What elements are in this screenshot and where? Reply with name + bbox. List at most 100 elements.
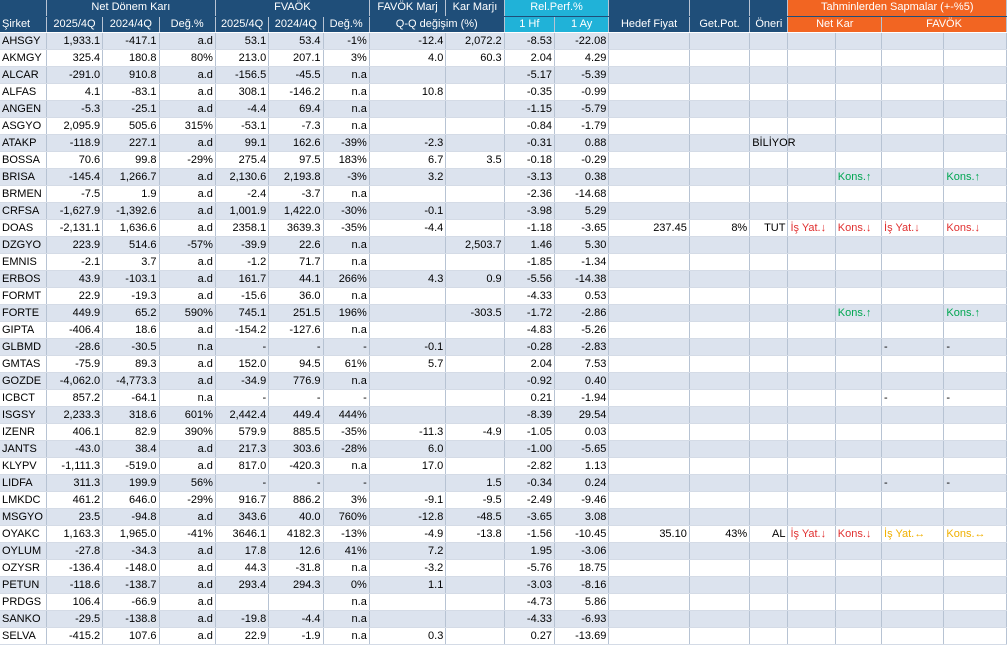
cell-sap-favok-1: İş Yat.↓ (881, 219, 945, 237)
cell-net-2024: 1,636.6 (102, 219, 160, 237)
cell-sirket: ASGYO (0, 117, 47, 135)
cell-net-2025: -2,131.1 (46, 219, 104, 237)
cell-sap-favok-2 (943, 117, 1007, 135)
cell-sirket: BRISA (0, 168, 47, 186)
cell-kar-marji (445, 372, 505, 390)
cell-hedef-fiyat (608, 491, 690, 509)
cell-sap-favok-2 (943, 100, 1007, 118)
cell-get-pot (689, 287, 751, 305)
table-row: GLBMD -28.6 -30.5 n.a - - - -0.1 -0.28 -2.83- - (0, 338, 1007, 356)
cell-sap-net-1 (787, 610, 836, 628)
cell-favok-marj (369, 593, 447, 611)
cell-favok-2025: 213.0 (215, 49, 270, 67)
cell-sap-favok-1: İş Yat.↔ (881, 525, 945, 543)
cell-net-deg: -57% (159, 236, 216, 254)
cell-sap-net-1: İş Yat.↓ (787, 219, 836, 237)
cell-favok-marj (369, 389, 447, 407)
cell-relperf-1ay: -9.46 (554, 491, 610, 509)
cell-oneri (749, 117, 789, 135)
table-row: DOAS -2,131.1 1,636.6 a.d 2358.1 3639.3 -35% -4… (0, 219, 1007, 237)
cell-relperf-1hf: 1.95 (504, 542, 555, 560)
cell-sap-favok-1 (881, 287, 945, 305)
cell-sap-favok-1 (881, 100, 945, 118)
cell-favok-2024: -7.3 (268, 117, 324, 135)
cell-sap-net-1 (787, 542, 836, 560)
cell-favok-2024: 294.3 (268, 576, 324, 594)
cell-kar-marji (445, 100, 505, 118)
cell-get-pot (689, 253, 751, 271)
cell-kar-marji (445, 627, 505, 645)
cell-favok-deg: -13% (323, 525, 370, 543)
cell-relperf-1ay: -3.65 (554, 219, 610, 237)
cell-oneri (749, 372, 789, 390)
cell-sap-net-1 (787, 236, 836, 254)
cell-relperf-1hf: 1.46 (504, 236, 555, 254)
cell-sirket: PETUN (0, 576, 47, 594)
cell-sap-favok-1 (881, 491, 945, 509)
cell-favok-2024: 44.1 (268, 270, 324, 288)
cell-kar-marji: 2,503.7 (445, 236, 505, 254)
cell-hedef-fiyat (608, 253, 690, 271)
header-favok-2025: 2025/4Q (215, 16, 270, 33)
cell-relperf-1hf: -0.35 (504, 83, 555, 101)
cell-net-2025: -118.9 (46, 134, 104, 152)
cell-sap-net-2 (835, 117, 883, 135)
cell-get-pot (689, 117, 751, 135)
cell-favok-2024: 251.5 (268, 304, 324, 322)
cell-kar-marji (445, 559, 505, 577)
cell-relperf-1ay: -10.45 (554, 525, 610, 543)
cell-sirket: ERBOS (0, 270, 47, 288)
cell-net-2025: -136.4 (46, 559, 104, 577)
cell-kar-marji (445, 117, 505, 135)
cell-sap-favok-1 (881, 49, 945, 67)
cell-sap-favok-2 (943, 49, 1007, 67)
cell-get-pot (689, 406, 751, 424)
cell-sap-favok-2 (943, 321, 1007, 339)
cell-net-2025: 23.5 (46, 508, 104, 526)
cell-net-2025: -4,062.0 (46, 372, 104, 390)
cell-sap-favok-1 (881, 406, 945, 424)
cell-net-2025: 43.9 (46, 270, 104, 288)
cell-sirket: SANKO (0, 610, 47, 628)
cell-sap-favok-1 (881, 185, 945, 203)
cell-net-2025: 1,163.3 (46, 525, 104, 543)
cell-net-2024: 38.4 (102, 440, 160, 458)
cell-hedef-fiyat (608, 168, 690, 186)
cell-net-2024: -30.5 (102, 338, 160, 356)
cell-favok-deg: - (323, 389, 370, 407)
cell-kar-marji: -4.9 (445, 423, 505, 441)
cell-relperf-1hf: 2.04 (504, 355, 555, 373)
cell-sirket: EMNIS (0, 253, 47, 271)
cell-sirket: ICBCT (0, 389, 47, 407)
cell-favok-2024: 53.4 (268, 32, 324, 50)
cell-sap-net-1: İş Yat.↓ (787, 525, 836, 543)
cell-sap-net-2 (835, 151, 883, 169)
cell-hedef-fiyat (608, 321, 690, 339)
cell-favok-2025: 275.4 (215, 151, 270, 169)
cell-relperf-1hf: -1.72 (504, 304, 555, 322)
cell-net-deg: a.d (159, 168, 216, 186)
cell-net-deg: -29% (159, 151, 216, 169)
cell-sap-favok-1: - (881, 338, 945, 356)
cell-oneri (749, 389, 789, 407)
cell-net-2024: 199.9 (102, 474, 160, 492)
cell-favok-deg: -28% (323, 440, 370, 458)
cell-sap-favok-1 (881, 151, 945, 169)
cell-sap-net-2 (835, 270, 883, 288)
cell-net-2024: -94.8 (102, 508, 160, 526)
cell-get-pot (689, 321, 751, 339)
cell-favok-2025: -1.2 (215, 253, 270, 271)
cell-favok-2024: 2,193.8 (268, 168, 324, 186)
cell-relperf-1hf: -5.76 (504, 559, 555, 577)
header-net-deg: Değ.% (159, 16, 216, 33)
cell-favok-marj: 0.3 (369, 627, 447, 645)
cell-sap-favok-2 (943, 576, 1007, 594)
cell-sap-net-2 (835, 559, 883, 577)
cell-sirket: IZENR (0, 423, 47, 441)
cell-net-deg: a.d (159, 100, 216, 118)
cell-favok-2024: 207.1 (268, 49, 324, 67)
cell-sap-favok-2: Kons.↑ (943, 168, 1007, 186)
cell-sap-favok-2 (943, 185, 1007, 203)
cell-relperf-1hf: -2.49 (504, 491, 555, 509)
cell-relperf-1ay: 1.13 (554, 457, 610, 475)
